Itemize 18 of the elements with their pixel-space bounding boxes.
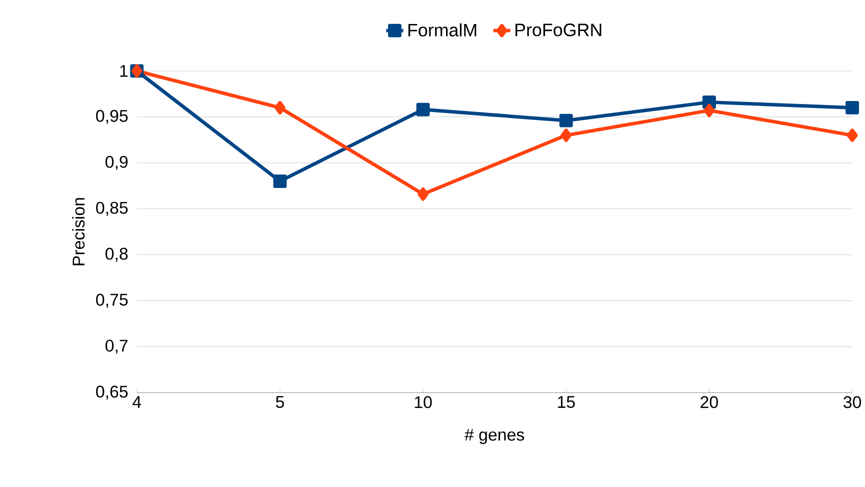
y-tick-label: 0,85 bbox=[96, 202, 128, 216]
y-tick-label: 0,65 bbox=[96, 386, 128, 400]
x-tick-label: 20 bbox=[700, 396, 718, 408]
legend-label: ProFoGRN bbox=[516, 24, 602, 36]
y-tick-label: 0,95 bbox=[96, 110, 128, 124]
y-tick-label: 0,7 bbox=[106, 340, 128, 354]
x-tick-label: 15 bbox=[558, 396, 575, 408]
x-tick-label: 5 bbox=[276, 396, 284, 408]
x-tick-label: 10 bbox=[414, 396, 432, 408]
y-tick-label: 0,8 bbox=[106, 248, 128, 262]
y-tick-label: 0,75 bbox=[96, 294, 128, 308]
legend-label: FormalM bbox=[408, 24, 476, 37]
y-tick-label: 0,9 bbox=[106, 156, 128, 170]
x-tick-label: 4 bbox=[132, 396, 142, 408]
x-axis-title: # genes bbox=[464, 429, 524, 444]
y-axis-title: Precision bbox=[72, 198, 85, 266]
y-tick-label: 1 bbox=[120, 65, 128, 77]
x-tick-label: 30 bbox=[844, 396, 862, 408]
